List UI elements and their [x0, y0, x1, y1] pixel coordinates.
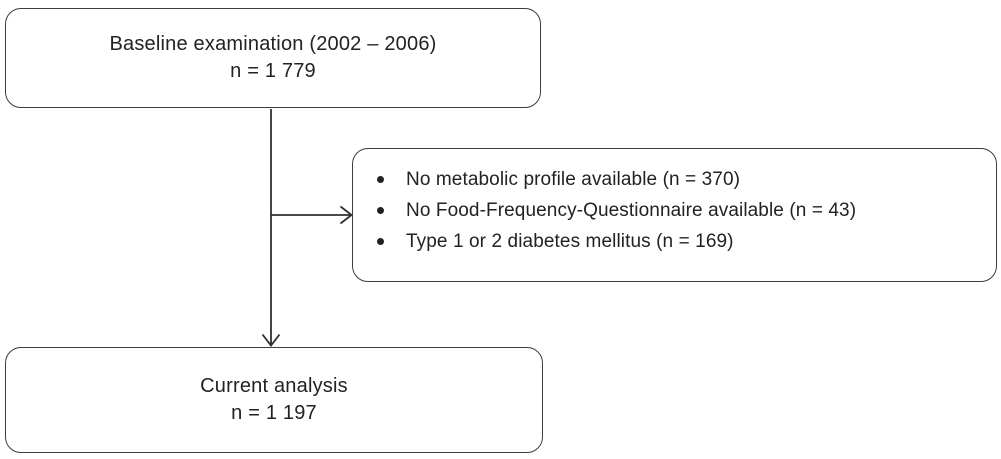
baseline-box-count: n = 1 779: [230, 60, 316, 82]
exclusion-item-text: No metabolic profile available (n = 370): [406, 169, 741, 190]
current-box-count: n = 1 197: [231, 402, 317, 424]
exclusion-item: Type 1 or 2 diabetes mellitus (n = 169): [353, 226, 986, 257]
exclusion-criteria-box: No metabolic profile available (n = 370)…: [352, 148, 997, 282]
current-box-title: Current analysis: [200, 375, 348, 397]
baseline-examination-box: Baseline examination (2002 – 2006) n = 1…: [5, 8, 541, 108]
exclusion-list: No metabolic profile available (n = 370)…: [353, 149, 996, 257]
exclusion-item-text: Type 1 or 2 diabetes mellitus (n = 169): [406, 231, 734, 252]
current-analysis-box: Current analysis n = 1 197: [5, 347, 543, 453]
arrow-baseline-to-current-head: [261, 333, 281, 347]
exclusion-item: No metabolic profile available (n = 370): [353, 164, 986, 195]
bullet-icon: [377, 238, 384, 245]
bullet-icon: [377, 207, 384, 214]
bullet-icon: [377, 176, 384, 183]
arrow-branch-to-exclusions-head: [339, 205, 353, 225]
baseline-box-title: Baseline examination (2002 – 2006): [109, 33, 437, 55]
exclusion-item-text: No Food-Frequency-Questionnaire availabl…: [406, 200, 857, 221]
exclusion-item: No Food-Frequency-Questionnaire availabl…: [353, 195, 986, 226]
